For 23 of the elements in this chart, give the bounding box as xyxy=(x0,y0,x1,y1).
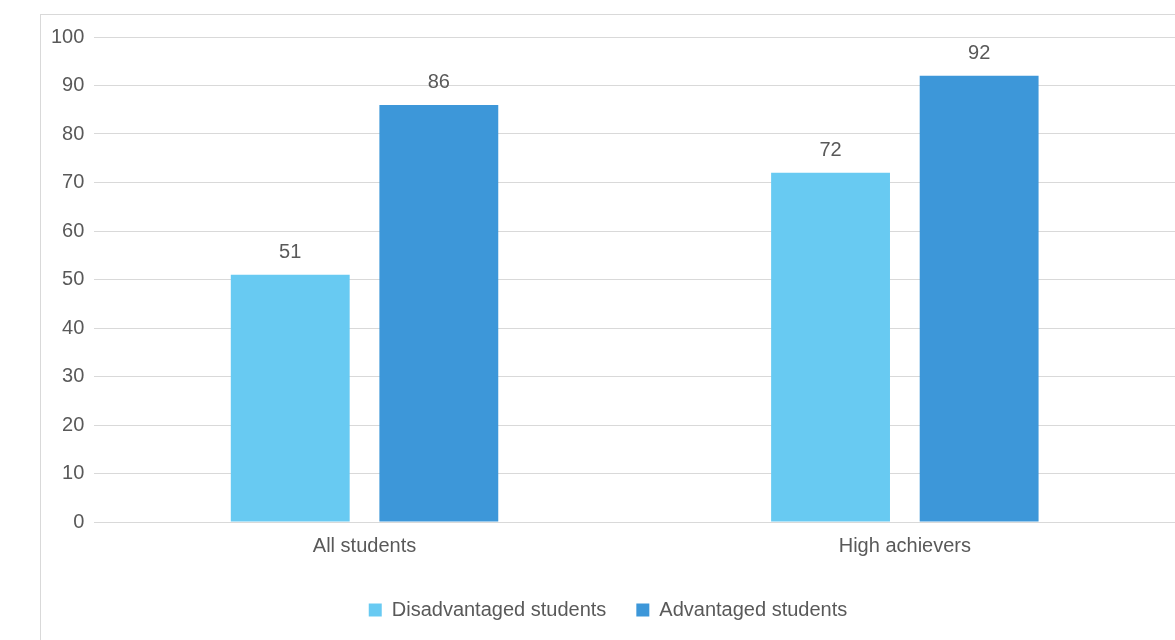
y-tick-label: 20 xyxy=(62,412,85,435)
bar xyxy=(379,104,499,522)
bar xyxy=(919,75,1039,522)
data-label: 51 xyxy=(279,240,302,263)
y-tick-label: 80 xyxy=(62,121,85,144)
y-tick-label: 30 xyxy=(62,364,85,387)
bar xyxy=(230,274,350,522)
bar xyxy=(771,172,890,522)
y-tick-label: 100 xyxy=(50,24,85,47)
data-label: 86 xyxy=(427,70,450,93)
legend-label: Disadvantaged students xyxy=(391,597,607,620)
data-label: 72 xyxy=(819,138,842,161)
data-label: 92 xyxy=(968,41,991,64)
y-tick-label: 70 xyxy=(62,170,85,193)
x-tick-label: High achievers xyxy=(838,533,971,556)
y-tick-label: 50 xyxy=(62,267,85,290)
y-tick-label: 90 xyxy=(62,73,85,96)
y-tick-label: 60 xyxy=(62,218,85,241)
legend-label: Advantaged students xyxy=(659,597,848,620)
x-tick-label: All students xyxy=(312,533,417,556)
y-tick-label: 0 xyxy=(73,509,85,532)
y-tick-label: 40 xyxy=(62,315,85,338)
y-tick-label: 10 xyxy=(62,461,85,484)
